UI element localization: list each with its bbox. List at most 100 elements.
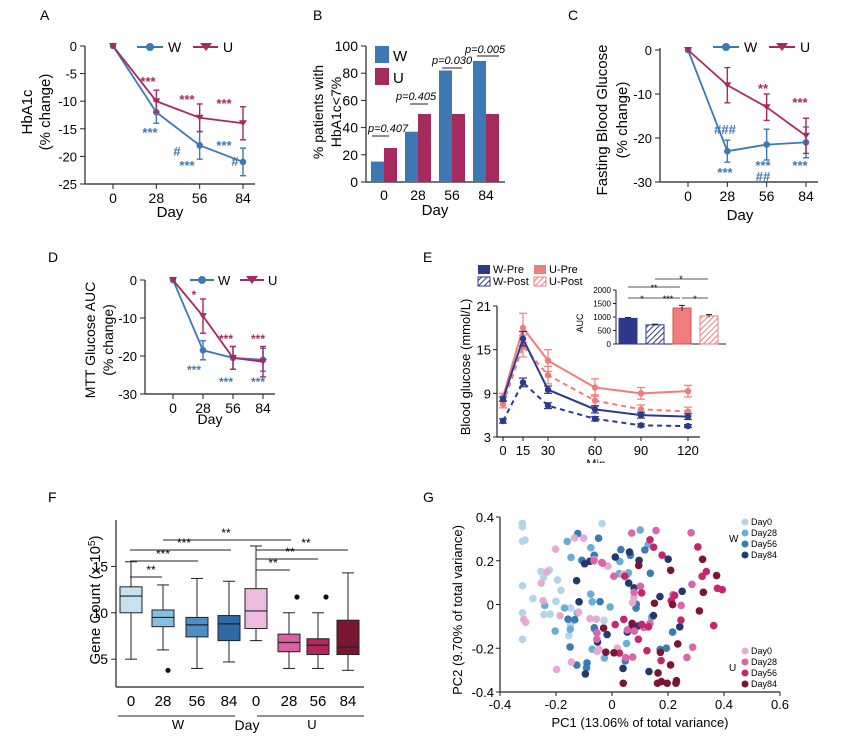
scatter-point-w-day84	[611, 553, 620, 561]
scatter-point-w-day0	[546, 610, 555, 618]
scatter-point-u-day84	[698, 555, 707, 564]
scatter-point-u-day56	[646, 535, 654, 544]
legend-group-w: W	[729, 534, 739, 545]
scatter-point-u-day56	[718, 585, 727, 594]
data-point	[591, 384, 599, 391]
sig-label: **	[268, 556, 278, 570]
scatter-point-u-day28	[677, 601, 685, 610]
legend-w-pre-swatch	[478, 265, 490, 274]
scatter-point-u-day84	[628, 619, 636, 628]
x-tick-label: 0	[608, 697, 615, 712]
sig-label: ***	[187, 363, 201, 377]
inset-y-tick-label: 0	[607, 340, 612, 349]
scatter-point-u-day0	[570, 534, 579, 542]
scatter-point-w-day28	[588, 597, 597, 606]
y-tick-label: 0.2	[476, 554, 494, 569]
scatter-point-w-day0	[518, 635, 527, 644]
y-tick-label: 0	[350, 174, 358, 190]
data-point-w	[199, 347, 207, 354]
scatter-point-w-day84	[575, 598, 583, 606]
scatter-point-w-day0	[566, 604, 575, 612]
inset-sig: *	[693, 294, 697, 304]
legend-label: Day28	[751, 657, 777, 667]
data-point	[637, 422, 645, 429]
scatter-point-w-day0	[553, 576, 562, 584]
x-tick-label: 28	[195, 400, 211, 416]
sig-label: ***	[216, 96, 232, 111]
scatter-point-w-day0	[518, 609, 527, 617]
y-tick-label: 0	[645, 43, 652, 58]
data-point	[637, 406, 645, 413]
sig-label: ***	[216, 138, 232, 153]
sig-label: **	[301, 536, 311, 550]
scatter-point-u-day84	[634, 561, 643, 570]
x-tick-label: 90	[634, 443, 648, 458]
data-point	[499, 401, 507, 408]
panel-letter-c: C	[568, 7, 578, 23]
inset-y-tick-label: 2000	[593, 286, 611, 295]
legend-label: Day84	[751, 550, 777, 560]
panel-e-bottom-mask	[470, 463, 740, 475]
panel-c: C Fasting Blood Glucose (% change) 0 -10 -…	[568, 7, 818, 224]
box-outlier	[323, 594, 329, 600]
hash-label: ##	[756, 169, 771, 184]
scatter-point-w-day84	[603, 630, 611, 639]
legend-marker	[741, 529, 749, 537]
y-tick-label: -20	[118, 349, 137, 364]
scatter-point-u-day56	[637, 589, 646, 597]
panel-a-ylabel-2: (% change)	[37, 74, 54, 151]
x-tick-label: 56	[310, 693, 327, 710]
scatter-point-u-day84	[602, 648, 610, 656]
panel-b-legend: W U	[375, 46, 408, 87]
x-tick-label: 84	[478, 187, 494, 203]
scatter-point-w-day56	[582, 664, 591, 672]
scatter-point-w-day0	[557, 586, 565, 595]
scatter-point-w-day0	[565, 631, 573, 640]
scatter-point-u-day28	[683, 653, 691, 662]
x-tick-label: 56	[444, 187, 460, 203]
series-line-w	[172, 279, 264, 361]
scatter-point-w-day0	[537, 567, 545, 576]
data-point-u	[152, 98, 161, 105]
y-tick-label: 10	[92, 605, 108, 621]
bar-w	[371, 161, 384, 182]
legend-label: U-Post	[549, 276, 583, 288]
scatter-point-u-day84	[666, 661, 675, 669]
inset-y-tick-label: 1000	[593, 313, 611, 322]
scatter-point-w-day84	[678, 587, 686, 596]
inset-ylabel: AUC	[575, 313, 585, 333]
data-point-u	[239, 120, 247, 127]
data-point-w	[724, 147, 731, 155]
y-tick-label: -10	[633, 87, 652, 102]
scatter-point-u-day28	[593, 629, 601, 637]
scatter-point-u-day56	[649, 543, 658, 552]
legend-w-marker	[146, 43, 154, 51]
inset-y-tick-label: 500	[598, 327, 612, 336]
sig-label: **	[146, 563, 156, 577]
legend-label: W-Pre	[493, 264, 524, 276]
y-tick-label: -20	[58, 149, 77, 164]
inset-bar	[645, 324, 665, 345]
scatter-point-u-day0	[551, 545, 560, 554]
scatter-point-u-day84	[650, 599, 659, 608]
data-point-u	[762, 104, 771, 111]
legend-label: Day0	[751, 517, 772, 527]
scatter-point-u-day0	[539, 596, 547, 605]
sig-label: ***	[142, 125, 158, 140]
scatter-point-u-day84	[610, 648, 618, 657]
scatter-point-w-day84	[572, 576, 581, 585]
scatter-point-w-day84	[664, 555, 672, 563]
y-tick-label: -0.2	[472, 641, 494, 656]
scatter-point-w-day28	[563, 537, 572, 546]
scatter-point-u-day28	[688, 580, 696, 589]
series-line	[502, 336, 689, 418]
legend-w-marker	[198, 276, 206, 284]
scatter-point-w-day56	[594, 534, 603, 543]
sig-label: ***	[792, 95, 808, 110]
scatter-point-u-day28	[652, 526, 660, 535]
scatter-point-u-day28	[621, 653, 630, 662]
inset-y-tick-label: 1500	[593, 300, 611, 309]
series-line	[502, 380, 689, 428]
bar-w	[405, 131, 418, 182]
